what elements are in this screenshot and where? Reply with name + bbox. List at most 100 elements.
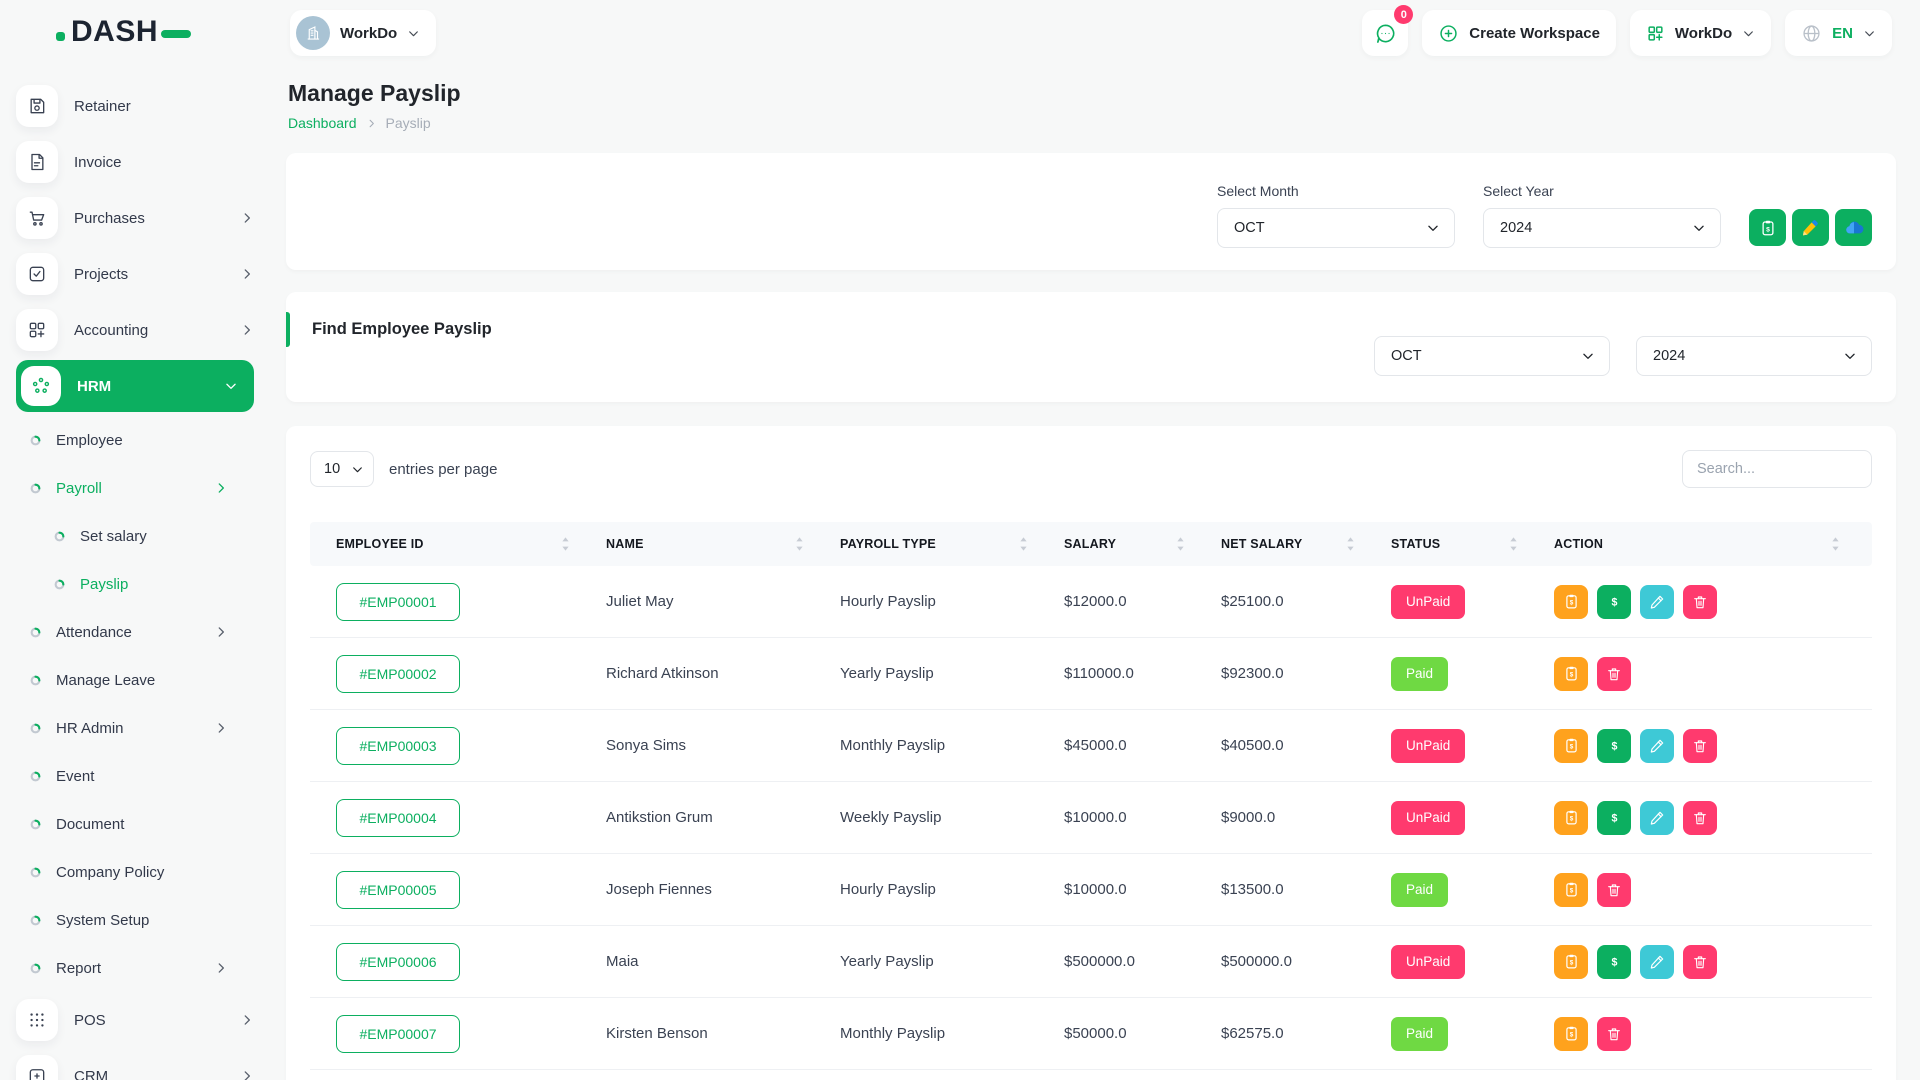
workspace-switcher-label: WorkDo <box>340 24 398 42</box>
generate-payslip-button[interactable]: $ <box>1749 209 1786 246</box>
create-workspace-button[interactable]: Create Workspace <box>1422 10 1616 56</box>
payslip-action-button[interactable]: $ <box>1554 656 1588 691</box>
workspace-avatar <box>296 16 330 50</box>
entries-per-page-select[interactable]: 10 <box>310 451 374 487</box>
year-select[interactable]: 2024 <box>1483 208 1721 248</box>
find-month-select[interactable]: OCT <box>1374 336 1610 376</box>
column-header-status[interactable]: STATUS <box>1365 522 1528 566</box>
sidebar-subitem-set-salary[interactable]: Set salary <box>30 512 254 560</box>
status-badge: Paid <box>1391 1016 1449 1051</box>
chevron-right-icon <box>366 118 377 129</box>
brand-name: DASH <box>71 15 159 48</box>
delete-action-button[interactable] <box>1597 1016 1631 1051</box>
column-header-label: STATUS <box>1391 537 1441 551</box>
table-row: #EMP00003 Sonya Sims Monthly Payslip $45000… <box>310 710 1872 782</box>
cell-status: UnPaid <box>1365 566 1528 637</box>
column-header-action[interactable]: ACTION <box>1528 522 1872 566</box>
bullet-icon <box>30 819 41 829</box>
edit-action-button[interactable] <box>1640 944 1674 979</box>
sidebar-item-hrm[interactable]: HRM <box>16 360 254 412</box>
select-year-label: Select Year <box>1483 183 1554 199</box>
delete-action-button[interactable] <box>1597 656 1631 691</box>
employee-id-badge: #EMP00001 <box>336 582 460 621</box>
cell-employee-id: #EMP00001 <box>310 566 580 637</box>
sidebar-item-purchases[interactable]: Purchases <box>16 190 254 246</box>
sidebar-subitem-hr-admin[interactable]: HR Admin <box>30 704 254 752</box>
sidebar-subitem-event[interactable]: Event <box>30 752 254 800</box>
column-header-salary[interactable]: SALARY <box>1038 522 1195 566</box>
bulk-edit-button[interactable] <box>1792 209 1829 246</box>
sort-icon <box>1019 536 1028 552</box>
find-card-selects: OCT 2024 <box>1374 336 1872 376</box>
edit-action-button[interactable] <box>1640 800 1674 835</box>
chevron-right-icon <box>214 625 254 639</box>
language-selector[interactable]: EN <box>1785 10 1892 56</box>
sidebar-item-retainer[interactable]: Retainer <box>16 78 254 134</box>
sidebar-subitem-company-policy[interactable]: Company Policy <box>30 848 254 896</box>
breadcrumb-dashboard-link[interactable]: Dashboard <box>288 115 357 131</box>
sidebar-item-accounting[interactable]: Accounting <box>16 302 254 358</box>
column-header-payroll-type[interactable]: PAYROLL TYPE <box>814 522 1038 566</box>
employee-id-badge: #EMP00003 <box>336 726 460 765</box>
delete-action-button[interactable] <box>1683 944 1717 979</box>
payslip-action-button[interactable]: $ <box>1554 1016 1588 1051</box>
export-cloud-button[interactable] <box>1835 209 1872 246</box>
sidebar-subitem-label: Event <box>56 767 95 785</box>
sidebar-subitem-system-setup[interactable]: System Setup <box>30 896 254 944</box>
sidebar-subitem-manage-leave[interactable]: Manage Leave <box>30 656 254 704</box>
cell-net-salary: $25100.0 <box>1221 593 1284 610</box>
workspace-menu-button[interactable]: WorkDo <box>1629 10 1772 56</box>
cell-actions: $ $ <box>1528 710 1872 781</box>
sidebar-subitem-document[interactable]: Document <box>30 800 254 848</box>
payslip-table: EMPLOYEE ID NAME PAYROLL TYPE SALARY NET SAL… <box>310 522 1872 1070</box>
trash-icon <box>1694 811 1706 824</box>
sidebar-subitem-attendance[interactable]: Attendance <box>30 608 254 656</box>
delete-action-button[interactable] <box>1683 800 1717 835</box>
column-header-net-salary[interactable]: NET SALARY <box>1195 522 1365 566</box>
pay-action-button[interactable]: $ <box>1597 584 1631 619</box>
messages-button[interactable]: 0 <box>1362 5 1414 56</box>
pay-action-button[interactable]: $ <box>1597 728 1631 763</box>
find-year-select[interactable]: 2024 <box>1636 336 1872 376</box>
sidebar-subitem-report[interactable]: Report <box>30 944 254 992</box>
cell-net-salary: $500000.0 <box>1221 953 1292 970</box>
sidebar-item-pos[interactable]: POS <box>16 992 254 1048</box>
delete-action-button[interactable] <box>1683 584 1717 619</box>
payslip-action-button[interactable]: $ <box>1554 728 1588 763</box>
svg-text:$: $ <box>1766 226 1770 233</box>
cell-employee-id: #EMP00005 <box>310 854 580 925</box>
cell-payroll-type: Yearly Payslip <box>840 953 934 970</box>
month-select[interactable]: OCT <box>1217 208 1455 248</box>
payslip-action-button[interactable]: $ <box>1554 944 1588 979</box>
payslip-action-button[interactable]: $ <box>1554 800 1588 835</box>
payslip-icon: $ <box>1761 220 1774 235</box>
pay-action-button[interactable]: $ <box>1597 800 1631 835</box>
column-header-name[interactable]: NAME <box>580 522 814 566</box>
payslip-action-button[interactable]: $ <box>1554 584 1588 619</box>
sidebar-subitem-payroll[interactable]: Payroll <box>30 464 254 512</box>
payslip-filter-card: Select Month OCT Select Year 2024 <box>286 153 1896 270</box>
search-input[interactable] <box>1682 450 1872 488</box>
delete-action-button[interactable] <box>1683 728 1717 763</box>
pos-icon <box>16 999 58 1041</box>
sort-icon <box>1509 536 1518 552</box>
sidebar-item-crm[interactable]: CRM <box>16 1048 254 1080</box>
sidebar-subitem-label: Company Policy <box>56 863 165 881</box>
column-header-label: NAME <box>606 537 644 551</box>
check-square-icon <box>16 253 58 295</box>
workspace-switcher[interactable]: WorkDo <box>290 10 437 56</box>
sidebar-item-invoice[interactable]: Invoice <box>16 134 254 190</box>
sort-icon <box>1346 536 1355 552</box>
brand-logo[interactable]: DASH <box>0 0 270 64</box>
sidebar-subitem-employee[interactable]: Employee <box>30 416 254 464</box>
sidebar-subitem-payslip[interactable]: Payslip <box>30 560 254 608</box>
sidebar-item-projects[interactable]: Projects <box>16 246 254 302</box>
delete-action-button[interactable] <box>1597 872 1631 907</box>
pay-action-button[interactable]: $ <box>1597 944 1631 979</box>
entries-per-page-label: entries per page <box>389 460 498 478</box>
edit-action-button[interactable] <box>1640 728 1674 763</box>
payslip-action-button[interactable]: $ <box>1554 872 1588 907</box>
column-header-employee-id[interactable]: EMPLOYEE ID <box>310 522 580 566</box>
edit-action-button[interactable] <box>1640 584 1674 619</box>
svg-text:$: $ <box>1611 740 1617 752</box>
